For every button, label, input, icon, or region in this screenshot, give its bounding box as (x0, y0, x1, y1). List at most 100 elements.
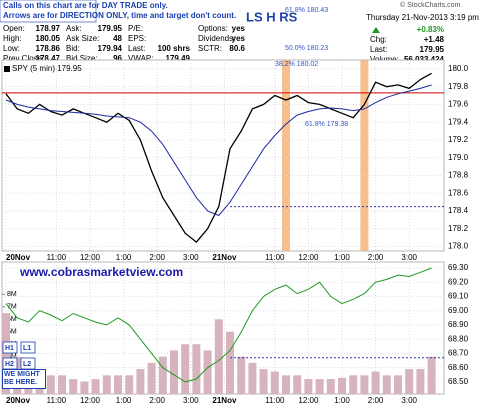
quote-value: 178.47 (36, 54, 61, 63)
up-arrow (372, 27, 380, 33)
volume-bar (58, 375, 66, 394)
volume-bar (170, 350, 178, 394)
label: H1 (5, 345, 14, 352)
plot-frame (1, 59, 445, 252)
x-tick-label: 1:00 (334, 396, 350, 405)
label-box (20, 341, 36, 354)
x-tick-label: 20Nov (6, 396, 31, 405)
y-tick-label: 7M (7, 304, 17, 311)
volume-bar (248, 362, 257, 394)
y-tick-label: 3M (7, 353, 17, 360)
volume-bar (315, 379, 324, 394)
volume-bar (226, 331, 234, 394)
x-tick-label: 12:00 (298, 253, 319, 262)
volume-bar (349, 375, 358, 394)
note: Arrows are for DIRECTION ONLY, time and … (3, 11, 236, 20)
y2-tick-label: 68.70 (448, 349, 469, 358)
y-tick-label: 178.0 (448, 242, 469, 251)
price-line (5, 84, 432, 217)
y2-tick-label: 69.30 (448, 263, 469, 272)
x-tick-label: 2:00 (149, 253, 165, 262)
volume-bar (394, 375, 402, 394)
volume-bar (46, 375, 55, 394)
y-tick-label: 5M (7, 329, 17, 336)
volume-bar (114, 375, 122, 394)
volume-bar (405, 369, 414, 394)
y2-tick-label: 69.00 (448, 306, 469, 315)
volume-bar (125, 375, 134, 394)
website: www.cobrasmarketview.com (19, 265, 183, 279)
label: L2 (23, 361, 31, 368)
quote-value: 100 shrs (158, 44, 191, 53)
plot-frame (1, 261, 445, 395)
x-tick-label: 12:00 (298, 396, 319, 405)
y-tick-label: 179.4 (448, 117, 469, 126)
volume-bar (69, 379, 78, 394)
y2-tick-label: 68.60 (448, 363, 469, 372)
date: Thursday 21-Nov-2013 3:19 pm (366, 13, 479, 22)
y-tick-label: 178.2 (448, 224, 469, 233)
x-tick-label: 11:00 (47, 253, 67, 262)
quote-label: Bid Size: (66, 54, 98, 63)
x-tick-label: 2:00 (368, 253, 384, 262)
label: H2 (5, 361, 14, 368)
volume-bar (282, 375, 290, 394)
x-tick-label: 20Nov (6, 253, 31, 262)
volume-bar (102, 375, 111, 394)
quote-label: Low: (3, 44, 20, 53)
x-tick-label: 11:00 (265, 396, 285, 405)
quote-label: Prev Close: (3, 54, 44, 63)
quote-value: 96 (113, 54, 122, 63)
x-tick-label: 12:00 (80, 253, 101, 262)
quote-value: 178.97 (36, 24, 61, 33)
volume-bar (382, 375, 391, 394)
fib-label: 61.8% 180.43 (285, 7, 328, 14)
annotation: WE MIGHT BE HERE. (2, 369, 46, 389)
fib-label: 38.2% 180.02 (275, 61, 318, 68)
x-tick-label: 11:00 (47, 396, 67, 405)
x-tick-label: 2:00 (149, 396, 165, 405)
y2-tick-label: 68.80 (448, 334, 469, 343)
quote-label: Ask Size: (66, 34, 99, 43)
volume-bar (360, 375, 369, 394)
quote-label: VWAP: (128, 54, 153, 63)
y2-tick-label: 68.90 (448, 320, 469, 329)
quote-value: 180.05 (36, 34, 61, 43)
price-line (5, 267, 432, 383)
x-tick-label: 3:00 (183, 396, 199, 405)
highlight-band (282, 60, 290, 251)
y-tick-label: 6M (7, 316, 17, 323)
stat-value: 179.95 (420, 45, 445, 54)
quote-label: EPS: (128, 34, 146, 43)
x-tick-label: 21Nov (212, 396, 237, 405)
price-line (5, 72, 432, 244)
volume-bar (326, 379, 335, 394)
quote-label: Open: (3, 24, 25, 33)
y2-tick-label: 69.20 (448, 277, 469, 286)
legend-swatch (4, 66, 10, 72)
volume-bar (158, 356, 167, 394)
x-tick-label: 3:00 (401, 253, 417, 262)
volume-bar (91, 379, 100, 394)
stat-label: Chg: (370, 35, 387, 44)
quote-value: 179.95 (98, 24, 123, 33)
y-tick-label: 179.8 (448, 82, 469, 91)
volume-bar (136, 369, 145, 394)
x-tick-label: 21Nov (212, 253, 237, 262)
volume-bar (214, 319, 223, 394)
volume-bar (259, 369, 268, 394)
quote-value: yes (232, 24, 246, 33)
x-tick-label: 12:00 (80, 396, 101, 405)
x-tick-label: 1:00 (334, 253, 350, 262)
quote-label: SCTR: (198, 44, 222, 53)
y-tick-label: 178.4 (448, 206, 469, 215)
y-tick-label: 179.0 (448, 153, 469, 162)
volume-bar (237, 356, 246, 394)
quote-label: Dividends: (198, 34, 235, 43)
y-tick-label: 179.2 (448, 135, 469, 144)
volume-bar (80, 381, 89, 394)
x-tick-label: 3:00 (401, 396, 417, 405)
volume-bar (427, 356, 436, 394)
